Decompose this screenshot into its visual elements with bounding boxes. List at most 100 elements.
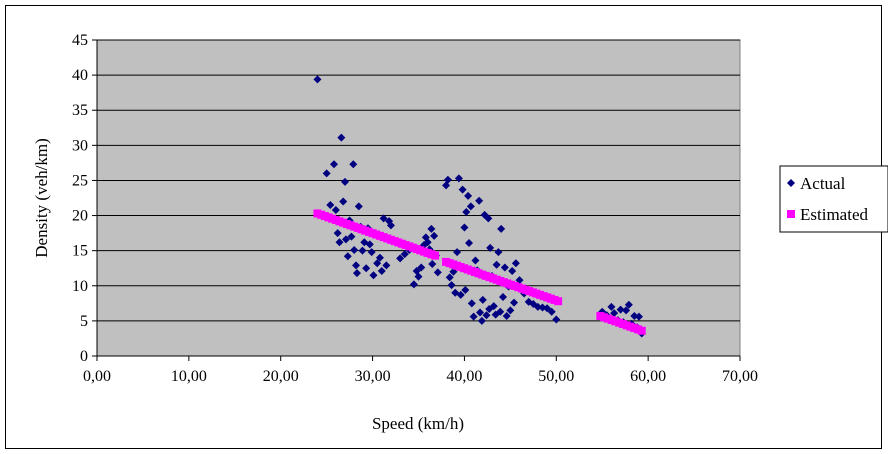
- actual-point: [469, 312, 478, 321]
- actual-point: [489, 302, 498, 311]
- actual-point: [369, 271, 378, 280]
- y-tick-label: 45: [72, 32, 88, 49]
- actual-point: [445, 273, 454, 282]
- actual-point: [414, 272, 423, 281]
- legend-box: [779, 165, 888, 233]
- actual-point: [502, 311, 511, 320]
- estimated-point: [554, 297, 563, 306]
- actual-point: [350, 245, 359, 254]
- actual-point: [496, 307, 505, 316]
- x-tick-label: 30,00: [355, 368, 391, 385]
- actual-point: [511, 259, 520, 268]
- actual-point: [494, 248, 503, 257]
- actual-point: [341, 177, 350, 186]
- x-tick-label: 10,00: [171, 368, 207, 385]
- legend-estimated-label: Estimated: [800, 205, 868, 224]
- legend: Actual Estimated: [779, 165, 888, 233]
- actual-point: [409, 280, 418, 289]
- actual-point: [492, 260, 501, 269]
- y-tick-label: 5: [80, 313, 88, 330]
- actual-point: [506, 306, 515, 315]
- actual-point: [547, 307, 556, 316]
- legend-actual-label: Actual: [800, 174, 846, 193]
- actual-point: [400, 250, 409, 259]
- actual-point: [467, 299, 476, 308]
- actual-point: [433, 268, 442, 277]
- x-tick-label: 50,00: [538, 368, 574, 385]
- actual-point: [510, 298, 519, 307]
- actual-point: [430, 231, 439, 240]
- actual-point: [358, 246, 367, 255]
- actual-point: [458, 185, 467, 194]
- legend-actual-marker: [787, 179, 795, 187]
- actual-point: [379, 214, 388, 223]
- actual-point: [465, 238, 474, 247]
- y-tick-label: 15: [72, 243, 88, 260]
- actual-point: [362, 264, 371, 273]
- actual-point: [375, 253, 384, 262]
- actual-point: [460, 223, 469, 232]
- actual-point: [322, 169, 331, 178]
- y-tick-label: 40: [72, 67, 88, 84]
- actual-point: [331, 205, 340, 214]
- estimated-point: [431, 251, 440, 260]
- actual-point: [349, 160, 358, 169]
- y-tick-label: 0: [80, 348, 88, 365]
- y-tick-label: 10: [72, 278, 88, 295]
- actual-point: [454, 174, 463, 183]
- actual-point: [339, 197, 348, 206]
- actual-point: [333, 229, 342, 238]
- actual-point: [326, 201, 335, 210]
- actual-point: [417, 263, 426, 272]
- x-axis-title: Speed (km/h): [372, 414, 464, 433]
- actual-point: [347, 232, 356, 241]
- actual-point: [482, 311, 491, 320]
- actual-point: [443, 175, 452, 184]
- x-tick-label: 20,00: [263, 368, 299, 385]
- actual-point: [610, 309, 619, 318]
- actual-point: [354, 202, 363, 211]
- x-tick-label: 70,00: [722, 368, 758, 385]
- actual-point: [329, 160, 338, 169]
- actual-point: [428, 260, 437, 269]
- actual-point: [337, 133, 346, 142]
- actual-point: [484, 214, 493, 223]
- legend-estimated-marker: [787, 210, 795, 218]
- axis-ticks: 0 5 10 15 20 25 30 35 40 45 0,00 10,00 20,00 30,00 40,…: [72, 32, 758, 385]
- actual-point: [476, 308, 485, 317]
- actual-point: [449, 267, 458, 276]
- gridlines: [97, 39, 740, 322]
- actual-point: [478, 295, 487, 304]
- actual-point: [616, 305, 625, 314]
- actual-point: [500, 263, 509, 272]
- actual-point: [382, 261, 391, 270]
- actual-point: [335, 238, 344, 247]
- actual-point: [427, 224, 436, 233]
- actual-point: [352, 269, 361, 278]
- actual-point: [499, 293, 508, 302]
- actual-point: [341, 235, 350, 244]
- y-axis-title: Density (veh/km): [32, 138, 51, 257]
- actual-point: [447, 281, 456, 290]
- estimated-point: [637, 326, 646, 335]
- actual-point: [373, 259, 382, 268]
- actual-point: [466, 202, 475, 211]
- actual-point: [453, 248, 462, 257]
- actual-point: [386, 221, 395, 230]
- actual-point: [462, 208, 471, 217]
- actual-point: [313, 75, 322, 84]
- actual-point: [486, 243, 495, 252]
- actual-point: [497, 224, 506, 233]
- y-tick-label: 20: [72, 208, 88, 225]
- actual-point: [543, 304, 552, 313]
- actual-point: [552, 315, 561, 324]
- actual-point: [456, 290, 465, 299]
- actual-point: [471, 256, 480, 265]
- y-tick-label: 25: [72, 172, 88, 189]
- actual-point: [477, 316, 486, 325]
- actual-point: [365, 240, 374, 249]
- actual-point: [423, 238, 432, 247]
- actual-point: [343, 252, 352, 261]
- actual-point: [396, 254, 405, 263]
